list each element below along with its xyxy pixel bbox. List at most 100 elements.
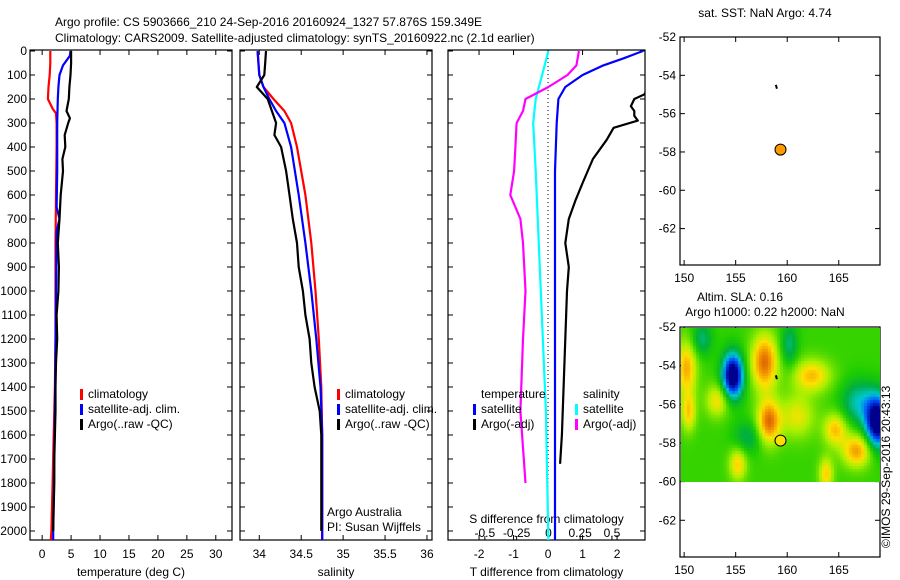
x-tick-label: 155 [726, 271, 746, 285]
y-tick-label: 400 [7, 140, 27, 154]
y-tick-label: -60 [659, 475, 677, 489]
x-tick-label: 1 [579, 547, 586, 561]
legend-swatch [337, 389, 340, 400]
float-track [774, 84, 778, 89]
temperature-panel: 0100200300400500600700800900100011001200… [0, 44, 233, 579]
y-tick-label: 1600 [0, 428, 27, 442]
s-axis-tick-label: -0.5 [475, 526, 496, 540]
x-tick-label: 36 [420, 547, 434, 561]
difference-panel: -2 -1 0 1 2 T difference from climatology -0.5… [447, 49, 646, 579]
legend-swatch [337, 404, 340, 415]
x-tick-label: 35.5 [373, 547, 397, 561]
x-tick-label: 35 [336, 547, 350, 561]
y-tick-label: 500 [7, 164, 27, 178]
y-tick-label: 1300 [0, 356, 27, 370]
salinity-panel: 34 34.5 35 35.5 36 salinity climatologysatelli… [239, 49, 437, 579]
map-subtitle: Argo h1000: 0.22 h2000: NaN [685, 305, 844, 319]
plot-frame [447, 49, 646, 541]
legend-label: Argo(-adj) [481, 417, 534, 431]
plot-frame [29, 49, 233, 541]
legend-swatch [80, 389, 83, 400]
figure-title-line1: Argo profile: CS 5903666_210 24-Sep-2016… [55, 15, 482, 29]
series-line-climatology [256, 50, 324, 540]
x-tick-label: 2 [614, 547, 621, 561]
y-tick-label: 1100 [1, 308, 27, 322]
legend-label: Argo(..raw -QC) [345, 417, 430, 431]
x-tick-label: 34 [253, 547, 267, 561]
y-tick-label: -58 [659, 436, 677, 450]
y-tick-label: -60 [659, 183, 677, 197]
pi-label: PI: Susan Wijffels [327, 520, 421, 534]
copyright-label: ©IMOS 29-Sep-2016 20:43:13 [879, 385, 893, 548]
y-tick-label: -62 [659, 513, 677, 527]
x-tick-label: 10 [93, 547, 107, 561]
legend-label: satellite [481, 402, 522, 416]
s-axis-label: S difference from climatology [469, 512, 624, 526]
y-tick-label: -56 [659, 107, 677, 121]
profile-location-marker [774, 434, 787, 447]
x-tick-label: 0 [545, 547, 552, 561]
y-tick-label: 600 [7, 188, 27, 202]
series-line-argo-raw-qc- [52, 51, 73, 532]
legend-label: Argo(..raw -QC) [88, 417, 173, 431]
x-axis-label: T difference from climatology [470, 565, 624, 579]
legend-swatch [473, 404, 476, 415]
y-tick-label: 800 [7, 236, 27, 250]
y-tick-label: 1700 [0, 452, 27, 466]
x-axis-label: temperature (deg C) [77, 565, 185, 579]
legend-swatch [575, 419, 578, 430]
legend-swatch [473, 419, 476, 430]
y-tick-label: -58 [659, 145, 677, 159]
series-line-s-argo-adj- [509, 50, 580, 484]
series-line-t-argo-adj- [559, 90, 645, 464]
y-tick-label: 0 [20, 44, 27, 58]
legend-label: climatology [88, 387, 148, 401]
legend-swatch [337, 419, 340, 430]
legend-group-title: temperature [481, 387, 546, 401]
legend-swatch [575, 404, 578, 415]
legend-swatch [80, 404, 83, 415]
x-tick-label: 160 [777, 563, 797, 577]
argo-australia-label: Argo Australia [327, 505, 402, 519]
x-tick-label: 155 [726, 563, 746, 577]
y-tick-label: -62 [659, 222, 677, 236]
y-tick-label: 2000 [0, 524, 27, 538]
s-axis-tick-label: -0.25 [503, 526, 531, 540]
y-tick-label: 1800 [0, 476, 27, 490]
x-tick-label: 165 [829, 563, 849, 577]
figure-title-line2: Climatology: CARS2009. Satellite-adjuste… [55, 31, 535, 45]
s-axis-tick-label: 0.25 [569, 526, 593, 540]
x-tick-label: -2 [474, 547, 485, 561]
x-tick-label: -1 [508, 547, 519, 561]
series-line-satellite-adj-clim- [256, 50, 324, 540]
series-line-s-satellite [532, 50, 550, 540]
y-tick-label: 1000 [0, 284, 27, 298]
map-title: sat. SST: NaN Argo: 4.74 [698, 6, 832, 20]
legend-swatch [80, 419, 83, 430]
y-tick-label: -54 [659, 359, 677, 373]
series-group [255, 50, 324, 540]
y-tick-label: 300 [7, 116, 27, 130]
y-tick-label: 1200 [0, 332, 27, 346]
y-tick-label: 1400 [0, 380, 27, 394]
legend-label: satellite [583, 402, 624, 416]
x-tick-label: 30 [209, 547, 223, 561]
legend-group-title: salinity [583, 387, 620, 401]
x-tick-label: 25 [180, 547, 194, 561]
float-track [774, 375, 778, 380]
legend-label: Argo(-adj) [583, 417, 636, 431]
plot-frame [239, 49, 433, 541]
y-tick-label: 200 [7, 92, 27, 106]
sla-heatmap [681, 328, 880, 482]
x-tick-label: 0 [39, 547, 46, 561]
y-tick-label: -54 [659, 68, 677, 82]
sst-map-panel: sat. SST: NaN Argo: 4.74 150 155 160 165 -52 -… [659, 6, 881, 285]
x-tick-label: 150 [674, 563, 694, 577]
x-tick-label: 20 [151, 547, 165, 561]
x-tick-label: 165 [829, 271, 849, 285]
s-axis-tick-label: 0.5 [604, 526, 621, 540]
y-tick-label: -52 [659, 320, 677, 334]
series-line-argo-raw-qc- [255, 50, 323, 531]
